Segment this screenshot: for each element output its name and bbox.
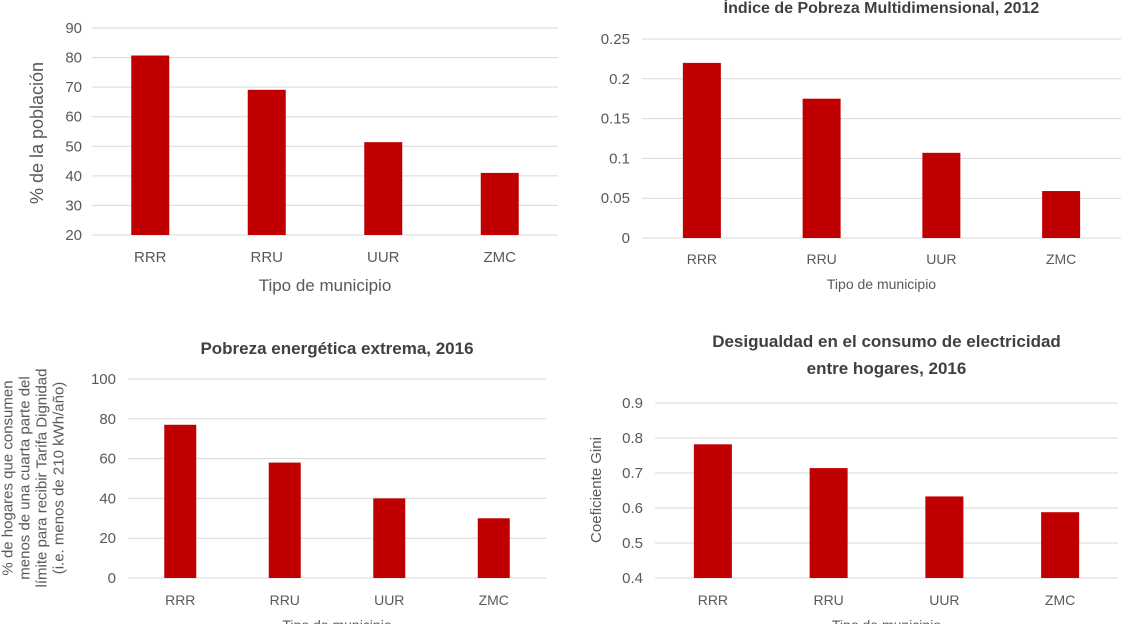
chart3-y-axis-title: (i.e. menos de 210 kWh/año) — [51, 382, 68, 575]
chart1-bar-rrr — [131, 55, 170, 235]
chart2-y-tick-label: 0 — [622, 230, 630, 247]
chart1-y-tick-label: 60 — [65, 109, 82, 126]
chart1-y-tick-label: 40 — [65, 168, 82, 185]
chart4-bar-rru — [809, 468, 848, 578]
chart4-bar-uur — [925, 496, 964, 578]
chart4-y-tick-label: 0.6 — [622, 500, 643, 517]
chart2-y-tick-label: 0.15 — [601, 111, 630, 128]
chart2-chart-title: Índice de Pobreza Multidimensional, 2012 — [724, 0, 1040, 17]
chart4-y-tick-label: 0.4 — [622, 570, 643, 587]
chart3-x-tick-label: RRR — [165, 592, 195, 608]
chart3-y-tick-label: 0 — [108, 570, 116, 587]
chart4-x-tick-label: UUR — [929, 592, 959, 608]
chart4-bar-rrr — [693, 444, 732, 578]
chart3-y-tick-label: 80 — [99, 411, 116, 428]
chart4-y-tick-label: 0.8 — [622, 430, 643, 447]
chart2-bar-zmc — [1042, 191, 1081, 238]
chart1-bar-uur — [364, 142, 403, 235]
chart1-x-tick-label: ZMC — [484, 249, 517, 266]
chart1-y-tick-label: 80 — [65, 50, 82, 67]
chart3-y-axis-title: límite para recibir Tarifa Dignidad — [34, 369, 51, 588]
chart4-x-tick-label: RRR — [698, 592, 728, 608]
chart1-y-tick-label: 70 — [65, 79, 82, 96]
chart1-y-tick-label: 50 — [65, 138, 82, 155]
chart2-bar-uur — [922, 152, 961, 238]
chart2-x-tick-label: ZMC — [1046, 251, 1076, 267]
chart2-x-axis-title: Tipo de municipio — [827, 276, 936, 292]
chart2-y-tick-label: 0.05 — [601, 190, 630, 207]
chart4-bar-zmc — [1041, 512, 1080, 578]
chart4-y-tick-label: 0.9 — [622, 395, 643, 412]
chart1-y-tick-label: 90 — [65, 20, 82, 37]
chart2-bar-rru — [802, 98, 841, 238]
chart4-chart-title: entre hogares, 2016 — [807, 359, 967, 378]
chart3-y-tick-label: 100 — [91, 371, 116, 388]
chart3-bar-zmc — [477, 518, 510, 578]
chart3-bar-rru — [268, 462, 301, 578]
chart1-x-axis-title: Tipo de municipio — [259, 276, 392, 295]
chart4-chart-title: Desigualdad en el consumo de electricida… — [712, 332, 1061, 351]
chart1-bar-zmc — [480, 172, 519, 235]
chart4-x-tick-label: ZMC — [1045, 592, 1075, 608]
chart3-y-tick-label: 60 — [99, 451, 116, 468]
chart2-x-tick-label: RRU — [806, 251, 836, 267]
chart2-y-tick-label: 0.1 — [609, 150, 630, 167]
chart2-bar-rrr — [682, 62, 721, 238]
chart3-y-tick-label: 40 — [99, 490, 116, 507]
chart3-x-axis-title: Tipo de municipio — [282, 617, 391, 624]
chart4-x-axis-title: Tipo de municipio — [832, 617, 941, 624]
chart1-y-axis-title: % de la población — [27, 62, 47, 204]
chart3-bar-rrr — [164, 424, 197, 578]
chart3-x-tick-label: RRU — [270, 592, 300, 608]
chart1-x-tick-label: UUR — [367, 249, 400, 266]
chart1-x-tick-label: RRR — [134, 249, 167, 266]
chart4-y-tick-label: 0.7 — [622, 465, 643, 482]
chart2-y-tick-label: 0.2 — [609, 71, 630, 88]
chart3-y-axis-title: % de hogares que consumen — [0, 380, 17, 575]
chart4-y-tick-label: 0.5 — [622, 535, 643, 552]
chart1-x-tick-label: RRU — [251, 249, 284, 266]
chart4-y-axis-title: Coeficiente Gini — [588, 437, 605, 543]
chart3-y-tick-label: 20 — [99, 530, 116, 547]
chart1-y-tick-label: 20 — [65, 227, 82, 244]
chart3-bar-uur — [373, 498, 406, 578]
chart3-chart-title: Pobreza energética extrema, 2016 — [200, 339, 473, 358]
chart2-x-tick-label: RRR — [687, 251, 717, 267]
chart3-y-axis-title: menos de una cuarta parte del — [17, 376, 34, 579]
chart1-y-tick-label: 30 — [65, 197, 82, 214]
chart2-x-tick-label: UUR — [926, 251, 956, 267]
chart4-x-tick-label: RRU — [813, 592, 843, 608]
chart3-x-tick-label: ZMC — [479, 592, 509, 608]
chart2-y-tick-label: 0.25 — [601, 31, 630, 48]
chart3-x-tick-label: UUR — [374, 592, 404, 608]
chart1-bar-rru — [247, 89, 286, 235]
